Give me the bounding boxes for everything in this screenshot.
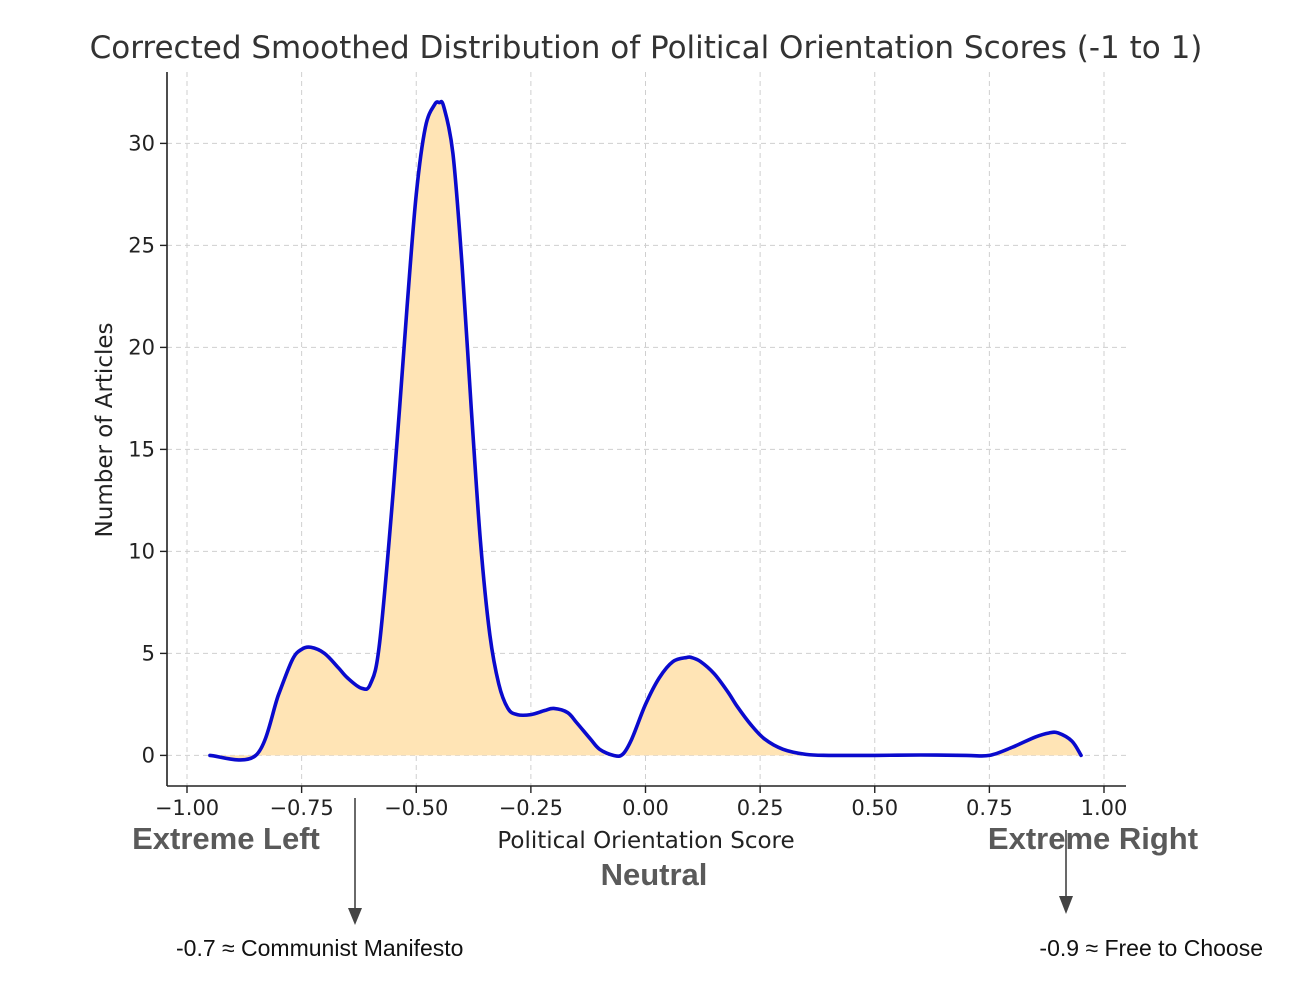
- y-tick-label: 25: [128, 233, 155, 257]
- arrow-left: [348, 798, 362, 925]
- y-tick-label: 30: [128, 131, 155, 155]
- chart-title: Corrected Smoothed Distribution of Polit…: [90, 30, 1203, 66]
- x-tick-label: −0.75: [269, 796, 333, 820]
- y-axis-label: Number of Articles: [92, 323, 118, 538]
- label-extreme-right: Extreme Right: [988, 821, 1198, 856]
- x-tick-label: −0.25: [499, 796, 563, 820]
- arrow-right: [1059, 830, 1073, 914]
- y-tick-label: 10: [128, 539, 155, 563]
- x-tick-label: 0.25: [737, 796, 784, 820]
- x-ticks: −1.00 −0.75 −0.50 −0.25 0.00 0.25 0.50 0.75 1.00: [155, 786, 1128, 820]
- annotation-left: -0.7 ≈ Communist Manifesto: [176, 935, 463, 961]
- x-tick-label: −1.00: [155, 796, 219, 820]
- distribution-line: [208, 99, 1083, 762]
- label-neutral: Neutral: [601, 857, 708, 892]
- x-tick-label: −0.50: [384, 796, 448, 820]
- label-extreme-left: Extreme Left: [132, 821, 320, 856]
- distribution-area: [209, 101, 1082, 760]
- y-tick-label: 15: [128, 437, 155, 461]
- annotation-right: -0.9 ≈ Free to Choose: [1039, 935, 1263, 961]
- x-tick-label: 1.00: [1081, 796, 1128, 820]
- x-axis-label: Political Orientation Score: [497, 828, 794, 854]
- y-tick-label: 20: [128, 335, 155, 359]
- x-tick-label: 0.50: [851, 796, 898, 820]
- y-ticks: 0 5 10 15 20 25 30: [128, 131, 167, 767]
- x-tick-label: 0.75: [966, 796, 1013, 820]
- y-tick-label: 5: [142, 641, 155, 665]
- x-tick-label: 0.00: [622, 796, 669, 820]
- y-tick-label: 0: [142, 743, 155, 767]
